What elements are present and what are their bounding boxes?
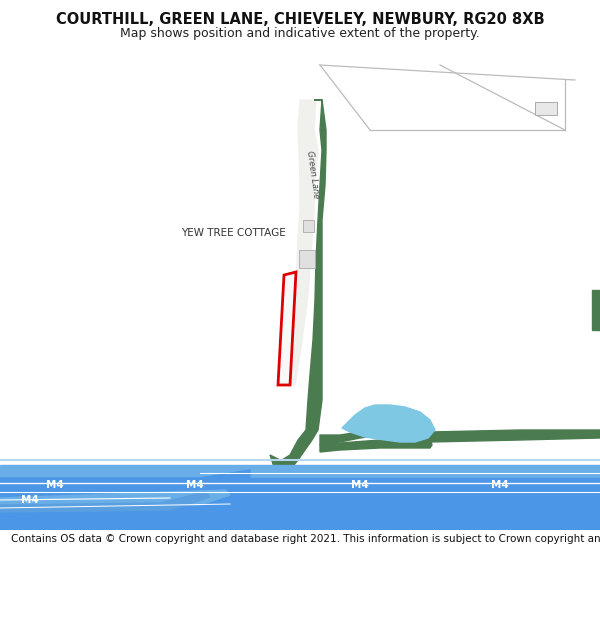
Polygon shape (320, 438, 432, 452)
Polygon shape (430, 430, 600, 442)
Polygon shape (289, 100, 318, 385)
Polygon shape (0, 492, 210, 512)
Polygon shape (258, 455, 292, 525)
Polygon shape (0, 465, 600, 478)
Bar (0, 478, 600, 530)
Text: M4: M4 (351, 480, 369, 490)
Bar (299, 250, 315, 268)
Text: M4: M4 (186, 480, 204, 490)
Text: YEW TREE COTTAGE: YEW TREE COTTAGE (181, 228, 286, 238)
Bar (303, 220, 314, 232)
Text: Green Lane: Green Lane (305, 151, 321, 199)
Bar (535, 102, 557, 115)
Text: COURTHILL, GREEN LANE, CHIEVELEY, NEWBURY, RG20 8XB: COURTHILL, GREEN LANE, CHIEVELEY, NEWBUR… (56, 12, 544, 27)
Polygon shape (342, 405, 435, 442)
Polygon shape (592, 290, 600, 330)
Polygon shape (270, 100, 326, 490)
Polygon shape (320, 425, 420, 445)
Text: Contains OS data © Crown copyright and database right 2021. This information is : Contains OS data © Crown copyright and d… (11, 534, 600, 544)
Text: M4: M4 (21, 495, 39, 505)
Polygon shape (0, 470, 250, 490)
Text: M4: M4 (46, 480, 64, 490)
Text: Map shows position and indicative extent of the property.: Map shows position and indicative extent… (120, 27, 480, 40)
Text: M4: M4 (491, 480, 509, 490)
Polygon shape (0, 490, 230, 505)
Polygon shape (278, 272, 296, 385)
